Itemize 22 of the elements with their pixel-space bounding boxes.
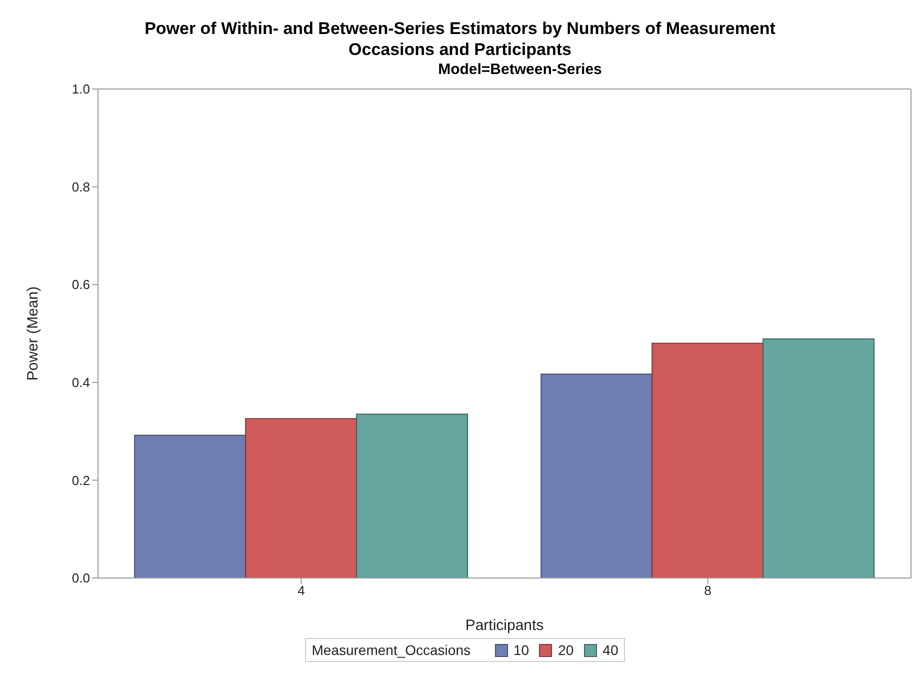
x-tick-label: 4 xyxy=(298,583,305,598)
legend-label: 20 xyxy=(557,642,574,658)
bar xyxy=(762,338,875,578)
legend-label: 40 xyxy=(602,642,618,658)
y-tick-label: 0.0 xyxy=(72,570,90,586)
chart-title: Power of Within- and Between-Series Estimators by Numbers of Measurement Occasions and Participants xyxy=(144,18,776,60)
bar xyxy=(245,418,358,578)
legend-label: 10 xyxy=(512,642,530,658)
chart-subtitle: Model=Between-Series xyxy=(437,60,603,80)
y-tick-label: 0.4 xyxy=(72,375,90,390)
bar xyxy=(134,434,246,578)
bar xyxy=(652,342,764,578)
bar xyxy=(356,414,468,578)
legend-title: Measurement_Occasions xyxy=(312,642,470,658)
y-tick-label: 0.6 xyxy=(72,277,90,292)
x-axis-title: Participants xyxy=(465,617,544,634)
y-axis-title: Power (Mean) xyxy=(24,286,42,381)
bar xyxy=(540,374,653,578)
y-tick-label: 0.2 xyxy=(72,472,90,488)
x-tick-label: 8 xyxy=(704,583,712,598)
y-tick-label: 1.0 xyxy=(72,82,90,97)
y-tick-label: 0.8 xyxy=(72,179,90,194)
